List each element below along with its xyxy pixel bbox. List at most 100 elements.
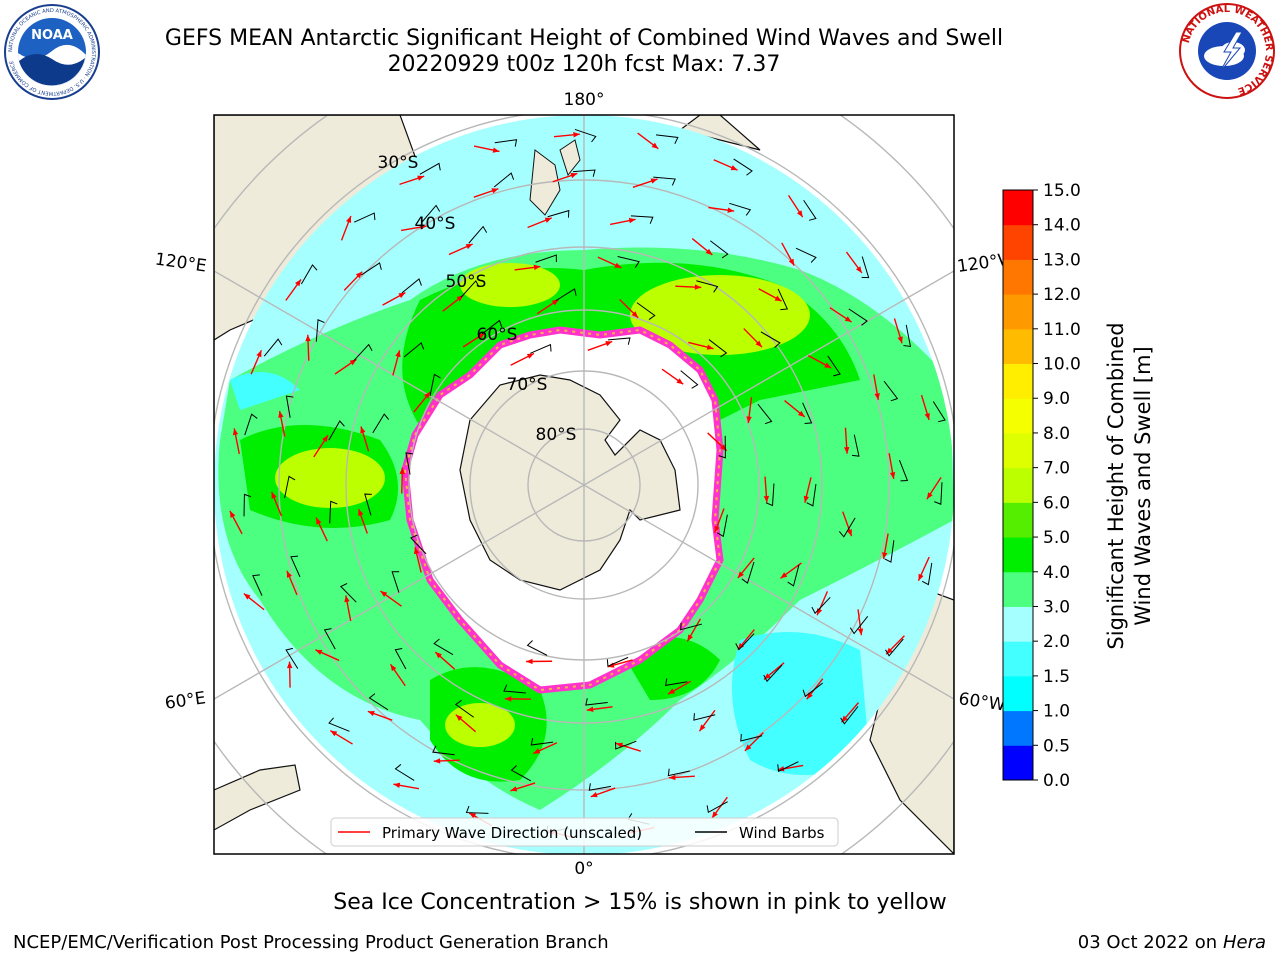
wave-arrow-head <box>841 715 848 723</box>
wave-arrow-head <box>605 341 613 347</box>
colorbar-segment <box>1003 571 1033 607</box>
colorbar-segment <box>1003 259 1033 295</box>
wind-barb <box>733 158 753 176</box>
colorbar-tick-label: 14.0 <box>1043 216 1081 236</box>
wind-barb <box>419 162 441 175</box>
colorbar-segment <box>1003 328 1033 365</box>
wave-arrow-head <box>349 359 357 366</box>
wave-arrow-head <box>232 428 239 436</box>
wind-barb <box>718 435 726 459</box>
wind-barb <box>368 693 389 711</box>
wind-barb <box>706 801 728 814</box>
colorbar-tick-label: 3.0 <box>1043 597 1070 617</box>
wave-arrow-head <box>744 744 752 751</box>
wind-barb <box>263 338 283 357</box>
wave-arrow-head <box>286 661 293 669</box>
wave-arrow-head <box>763 495 770 503</box>
wave-arrow-head <box>243 593 251 600</box>
wave-arrow-head <box>631 311 639 318</box>
sea-ice-note: Sea Ice Concentration > 15% is shown in … <box>333 890 947 915</box>
lat-label-70s: 70°S <box>507 375 548 395</box>
colorbar-tick-label: 15.0 <box>1043 181 1081 201</box>
wave-arrow-head <box>390 664 397 672</box>
noaa-logo-text: NOAA <box>31 28 73 43</box>
wave-arrow-head <box>780 572 788 579</box>
wave-arrow-head <box>256 350 262 358</box>
wind-barb <box>653 176 676 186</box>
colorbar-segment <box>1003 190 1033 226</box>
colorbar-title-2: Wind Waves and Swell [m] <box>1131 346 1155 626</box>
colorbar-tick-label: 1.0 <box>1043 702 1070 722</box>
chart-title: GEFS MEAN Antarctic Significant Height o… <box>0 26 1168 78</box>
wind-barb <box>787 564 800 587</box>
wave-arrow-head <box>271 491 277 499</box>
wave-arrow-head <box>886 647 893 655</box>
wave-arrow-head <box>435 652 442 659</box>
wind-barb <box>802 682 824 698</box>
wind-barb <box>555 288 577 302</box>
wave-arrow-head <box>855 266 862 274</box>
map-area <box>214 115 954 854</box>
wind-barb <box>353 343 373 362</box>
wind-barb <box>460 280 480 298</box>
wave-arrow-head <box>229 510 236 518</box>
wind-barb <box>401 278 422 294</box>
wave-arrow-head <box>286 570 292 578</box>
colorbar-segment <box>1003 224 1033 260</box>
title-line-1: GEFS MEAN Antarctic Significant Height o… <box>164 26 1004 51</box>
wave-arrow-head <box>573 132 580 138</box>
colorbar-tick-label: 10.0 <box>1043 355 1081 375</box>
nws-logo: NATIONAL WEATHER SERVICE <box>1179 3 1275 99</box>
wind-barb <box>615 740 637 750</box>
wind-barb <box>861 256 870 279</box>
wind-barb <box>585 698 608 706</box>
wave-arrow-head <box>668 774 676 781</box>
wave-arrow-head <box>590 792 598 798</box>
wave-arrow-head <box>844 316 852 323</box>
wave-arrow-head <box>367 710 375 717</box>
wind-barb <box>329 500 338 524</box>
wave-arrow-head <box>551 299 559 306</box>
wind-barb <box>285 647 299 669</box>
wave-arrow-head <box>533 264 541 271</box>
wind-barb <box>667 768 690 777</box>
wind-barb <box>607 337 631 345</box>
lon-label-60e: 60°E <box>164 688 207 713</box>
wave-arrow-head <box>344 595 350 603</box>
wave-arrow-head <box>737 571 744 579</box>
wave-arrow-head <box>714 525 720 533</box>
wind-barb <box>323 628 336 650</box>
wave-arrow-head <box>395 350 401 358</box>
wind-barb <box>838 517 856 538</box>
colorbar-tick-label: 7.0 <box>1043 459 1070 479</box>
wind-barb <box>840 706 859 725</box>
wave-arrow-head <box>796 210 803 218</box>
wind-barb <box>421 204 441 223</box>
colorbar-segment <box>1003 502 1033 538</box>
wave-arrow-head <box>544 217 552 223</box>
wave-arrow-head <box>614 262 622 268</box>
wind-barb <box>360 262 382 276</box>
wave-arrow-head <box>510 786 518 792</box>
wave-arrow-head <box>882 552 888 560</box>
wind-barb <box>777 761 799 773</box>
wind-barb <box>300 264 318 285</box>
wind-barb <box>339 583 357 603</box>
wind-barb <box>729 202 752 216</box>
wind-barb <box>934 482 943 505</box>
wind-barb <box>716 514 728 538</box>
wind-barb <box>530 343 552 354</box>
colorbar <box>1002 189 1034 781</box>
wave-arrow-head <box>727 207 735 213</box>
wave-arrow-head <box>788 258 795 266</box>
colorbar-frame <box>1002 189 1034 781</box>
wind-barb <box>680 370 699 389</box>
lon-label-180: 180° <box>564 90 605 110</box>
colorbar-segment <box>1003 363 1033 399</box>
wind-barb <box>403 342 425 358</box>
colorbar-segment <box>1003 675 1033 712</box>
wind-barb <box>432 745 455 756</box>
wave-arrow-head <box>295 279 301 287</box>
wave-arrow-head <box>322 435 328 443</box>
wind-barb <box>827 355 841 377</box>
